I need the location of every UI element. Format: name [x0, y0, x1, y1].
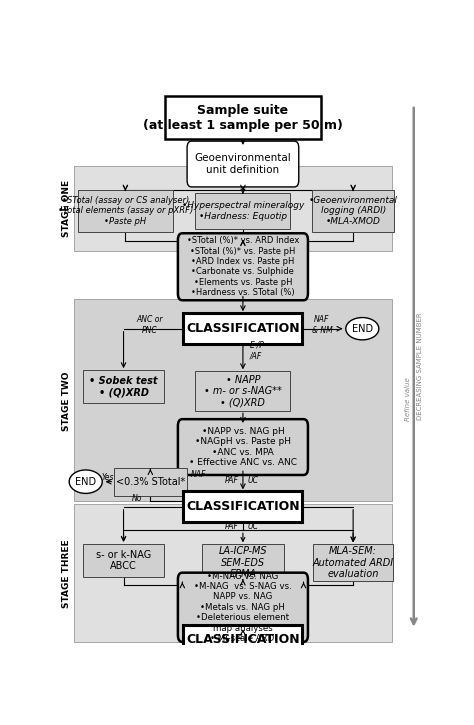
Text: PAF: PAF	[225, 522, 238, 531]
Text: ANC or
PNC: ANC or PNC	[136, 315, 163, 334]
Text: END: END	[75, 476, 96, 486]
Text: CLASSIFICATION: CLASSIFICATION	[186, 633, 300, 646]
FancyBboxPatch shape	[83, 544, 164, 577]
FancyBboxPatch shape	[183, 625, 302, 654]
Text: •M-NAG vs. NAG
•M-NAG  vs. S-NAG vs.
NAPP vs. NAG
•Metals vs. NAG pH
•Deleteriou: •M-NAG vs. NAG •M-NAG vs. S-NAG vs. NAPP…	[194, 571, 292, 643]
Text: No: No	[132, 494, 142, 503]
Text: •NAPP vs. NAG pH
•NAGpH vs. Paste pH
•ANC vs. MPA
• Effective ANC vs. ANC: •NAPP vs. NAG pH •NAGpH vs. Paste pH •AN…	[189, 427, 297, 467]
Ellipse shape	[69, 470, 102, 494]
FancyBboxPatch shape	[178, 573, 308, 642]
Text: •Geoenvironmental
logging (ARDI)
•MLA-XMOD: •Geoenvironmental logging (ARDI) •MLA-XM…	[309, 196, 398, 225]
FancyBboxPatch shape	[202, 544, 284, 581]
Text: CLASSIFICATION: CLASSIFICATION	[186, 322, 300, 335]
FancyBboxPatch shape	[178, 419, 308, 475]
FancyBboxPatch shape	[313, 544, 393, 581]
Text: NAF
& NM: NAF & NM	[311, 315, 332, 334]
Text: LA-ICP-MS
SEM-EDS
EPMA: LA-ICP-MS SEM-EDS EPMA	[219, 546, 267, 579]
Text: <0.3% STotal*: <0.3% STotal*	[116, 476, 185, 486]
FancyBboxPatch shape	[78, 190, 173, 232]
FancyBboxPatch shape	[183, 313, 302, 344]
Text: •Hyperspectral mineralogy
•Hardness: Equotip: •Hyperspectral mineralogy •Hardness: Equ…	[182, 202, 304, 220]
Bar	[74, 504, 392, 642]
Text: Refine value: Refine value	[405, 378, 411, 421]
Text: STAGE TWO: STAGE TWO	[62, 371, 71, 431]
Text: UC: UC	[247, 476, 258, 484]
Text: Geoenvironmental
unit definition: Geoenvironmental unit definition	[194, 153, 292, 175]
Text: DECREASING SAMPLE NUMBER: DECREASING SAMPLE NUMBER	[417, 312, 423, 420]
Text: PAF: PAF	[225, 476, 238, 484]
Text: NAF: NAF	[191, 470, 207, 479]
FancyBboxPatch shape	[178, 233, 308, 300]
Text: • Sobek test
• (Q)XRD: • Sobek test • (Q)XRD	[89, 376, 158, 397]
Text: s- or k-NAG
ABCC: s- or k-NAG ABCC	[96, 550, 151, 571]
FancyBboxPatch shape	[187, 141, 299, 187]
FancyBboxPatch shape	[183, 491, 302, 523]
Text: END: END	[352, 324, 373, 334]
Text: MLA-SEM:
Automated ARDI
evaluation: MLA-SEM: Automated ARDI evaluation	[312, 546, 394, 579]
Text: Yes: Yes	[102, 473, 114, 482]
Text: UC: UC	[247, 522, 258, 531]
Text: • NAPP
• m- or s-NAG**
• (Q)XRD: • NAPP • m- or s-NAG** • (Q)XRD	[204, 375, 282, 408]
FancyBboxPatch shape	[312, 190, 394, 232]
FancyBboxPatch shape	[165, 96, 321, 139]
Text: CLASSIFICATION: CLASSIFICATION	[186, 500, 300, 513]
Text: •STotal (%)* vs. ARD Index
•STotal (%)* vs. Paste pH
•ARD Index vs. Paste pH
•Ca: •STotal (%)* vs. ARD Index •STotal (%)* …	[187, 236, 299, 297]
Ellipse shape	[346, 318, 379, 340]
Bar	[74, 166, 392, 251]
FancyBboxPatch shape	[195, 193, 291, 229]
Text: Sample suite
(at least 1 sample per 50 m): Sample suite (at least 1 sample per 50 m…	[143, 104, 343, 132]
Text: •STotal (assay or CS analyser)
•Total elements (assay or pXRF)
•Paste pH: •STotal (assay or CS analyser) •Total el…	[58, 196, 193, 225]
FancyBboxPatch shape	[195, 371, 291, 411]
Text: STAGE THREE: STAGE THREE	[62, 539, 71, 608]
FancyBboxPatch shape	[83, 370, 164, 403]
Text: E-/P-
/AF: E-/P- /AF	[249, 341, 267, 360]
FancyBboxPatch shape	[114, 468, 187, 496]
Text: STAGE ONE: STAGE ONE	[62, 180, 71, 236]
Bar	[74, 299, 392, 501]
